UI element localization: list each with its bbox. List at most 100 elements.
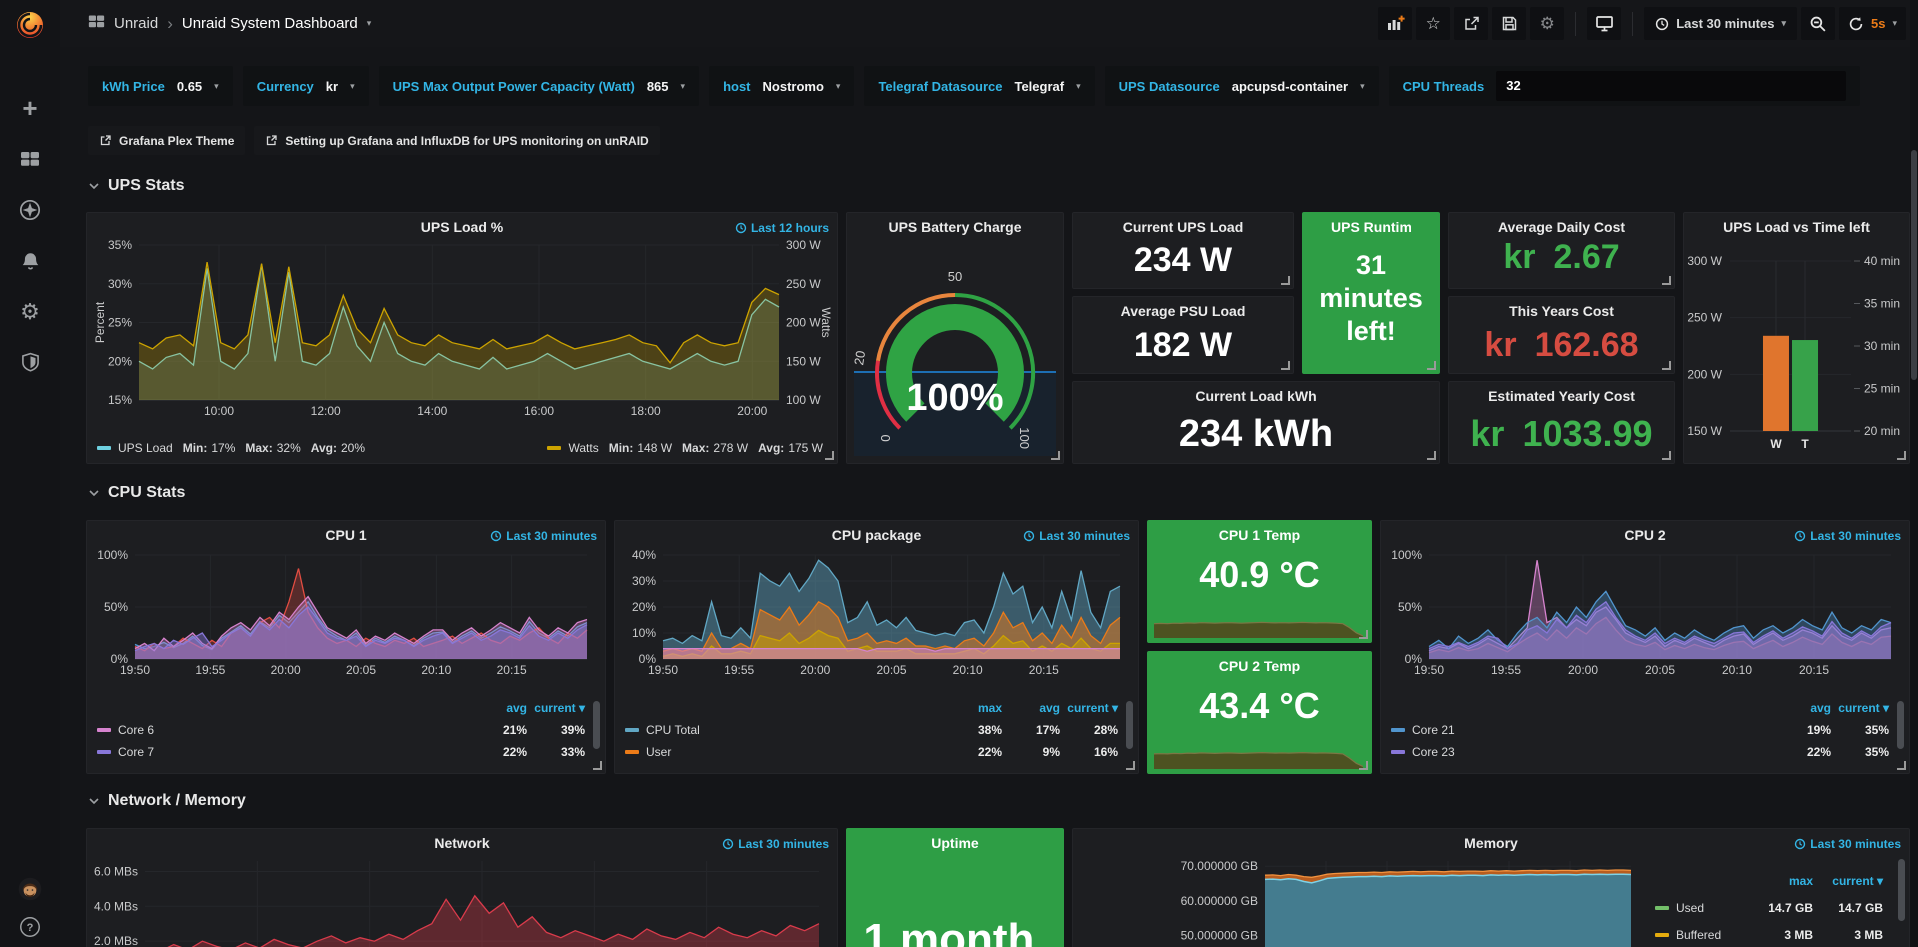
panel-resize-handle[interactable] — [1281, 276, 1290, 285]
memory-chart[interactable]: 50.000000 GB60.000000 GB70.000000 GB19:5… — [1079, 855, 1639, 947]
legend-column-header[interactable]: current ▾ — [1831, 701, 1889, 715]
legend-row[interactable]: Core 621%39% — [97, 719, 585, 741]
configuration-gear-icon[interactable]: ⚙ — [18, 300, 42, 324]
legend-column-header[interactable]: current ▾ — [1060, 701, 1118, 715]
legend-row[interactable]: User22%9%16% — [625, 741, 1118, 763]
panel-resize-handle[interactable] — [1662, 276, 1671, 285]
share-button[interactable] — [1454, 7, 1488, 40]
legend-row[interactable]: Core 722%33% — [97, 741, 585, 763]
panel-title[interactable]: CPU 2 Temp — [1176, 658, 1343, 674]
variable-ups-max-output-power-capacity-watt[interactable]: UPS Max Output Power Capacity (Watt)865▾ — [379, 66, 699, 106]
network-chart[interactable]: 2.0 MBs4.0 MBs6.0 MBs19:5019:5520:0020:0… — [93, 855, 831, 947]
panel-time-range[interactable]: Last 30 minutes — [1794, 529, 1901, 543]
server-admin-shield-icon[interactable] — [18, 351, 42, 375]
variable-cpu-threads[interactable]: CPU Threads32 — [1389, 66, 1861, 106]
panel-time-range[interactable]: Last 30 minutes — [1794, 837, 1901, 851]
create-icon[interactable]: + — [18, 96, 42, 120]
time-range-picker[interactable]: Last 30 minutes ▾ — [1644, 7, 1797, 40]
ups_load-plot[interactable]: 15%20%25%30%35%10:0012:0014:0016:0018:00… — [93, 239, 831, 431]
settings-gear-button[interactable]: ⚙ — [1530, 7, 1564, 40]
variable-currency[interactable]: Currencykr▾ — [243, 66, 369, 106]
panel-time-range[interactable]: Last 30 minutes — [490, 529, 597, 543]
panel-resize-handle[interactable] — [825, 451, 834, 460]
legend-column-header[interactable]: avg — [1002, 701, 1060, 715]
kiosk-mode-button[interactable] — [1587, 7, 1621, 40]
memory-plot[interactable]: 50.000000 GB60.000000 GB70.000000 GB19:5… — [1079, 855, 1639, 947]
variable-telegraf-datasource[interactable]: Telegraf DatasourceTelegraf▾ — [864, 66, 1094, 106]
dashboard-grid-icon[interactable] — [88, 13, 105, 34]
section-network-memory[interactable]: Network / Memory — [88, 792, 246, 810]
legend-column-header[interactable]: max — [1743, 874, 1813, 888]
legend-scrollbar-thumb[interactable] — [1126, 701, 1133, 749]
page-scrollbar[interactable] — [1910, 0, 1918, 947]
legend-item[interactable]: WattsMin:148 WMax:278 WAvg:175 W — [547, 441, 823, 455]
legend-scrollbar-thumb[interactable] — [1897, 701, 1904, 749]
panel-title[interactable]: This Years Cost — [1477, 303, 1646, 319]
section-cpu-stats[interactable]: CPU Stats — [88, 484, 185, 502]
cpu_pkg-plot[interactable]: 0%10%20%30%40%19:5019:5520:0020:0520:102… — [621, 547, 1132, 687]
network-plot[interactable]: 2.0 MBs4.0 MBs6.0 MBs19:5019:5520:0020:0… — [93, 855, 831, 947]
user-avatar[interactable] — [18, 877, 42, 901]
panel-title[interactable]: Average PSU Load — [1101, 303, 1265, 319]
legend-scrollbar-thumb[interactable] — [1898, 859, 1905, 921]
ups-battery-gauge[interactable]: 02050100 — [847, 233, 1063, 461]
panel-resize-handle[interactable] — [1051, 451, 1060, 460]
panel-title[interactable]: Uptime — [875, 835, 1035, 851]
legend-row[interactable]: Buffered3 MB3 MB — [1655, 921, 1883, 947]
panel-resize-handle[interactable] — [1662, 361, 1671, 370]
panel-resize-handle[interactable] — [1897, 451, 1906, 460]
panel-title[interactable]: UPS Battery Charge — [875, 219, 1035, 235]
panel-title[interactable]: CPU 1 Temp — [1176, 527, 1343, 543]
panel-resize-handle[interactable] — [1427, 451, 1436, 460]
cpu_pkg-chart[interactable]: 0%10%20%30%40%19:5019:5520:0020:0520:102… — [621, 547, 1132, 687]
panel-resize-handle[interactable] — [1359, 761, 1368, 770]
grafana-logo-icon[interactable] — [12, 6, 48, 47]
alerting-bell-icon[interactable] — [18, 249, 42, 273]
legend-column-header[interactable]: max — [944, 701, 1002, 715]
dashboard-link[interactable]: Grafana Plex Theme — [88, 126, 245, 155]
ups_load-chart[interactable]: 15%20%25%30%35%10:0012:0014:0016:0018:00… — [93, 239, 831, 431]
panel-resize-handle[interactable] — [1427, 361, 1436, 370]
panel-title[interactable]: UPS Load % — [115, 219, 809, 235]
legend-scrollbar-thumb[interactable] — [593, 701, 600, 749]
ups-load-vs-time-chart[interactable]: 150 W200 W250 W300 W20 min25 min30 min35… — [1684, 213, 1909, 463]
legend-row[interactable]: Core 2322%35% — [1391, 741, 1889, 763]
panel-resize-handle[interactable] — [1126, 761, 1135, 770]
panel-resize-handle[interactable] — [1662, 451, 1671, 460]
zoom-out-button[interactable] — [1801, 7, 1835, 40]
variable-ups-datasource[interactable]: UPS Datasourceapcupsd-container▾ — [1105, 66, 1379, 106]
legend-row[interactable]: Used14.7 GB14.7 GB — [1655, 894, 1883, 921]
panel-time-range[interactable]: Last 12 hours — [735, 221, 829, 235]
variable-input[interactable]: 32 — [1496, 71, 1846, 101]
variable-host[interactable]: hostNostromo▾ — [709, 66, 854, 106]
panel-title[interactable]: Network — [115, 835, 809, 851]
legend-row[interactable]: CPU Total38%17%28% — [625, 719, 1118, 741]
dashboard-link[interactable]: Setting up Grafana and InfluxDB for UPS … — [254, 126, 659, 155]
chevron-down-icon[interactable]: ▾ — [367, 18, 372, 29]
cpu2-plot[interactable]: 0%50%100%19:5019:5520:0020:0520:1020:15 — [1387, 547, 1903, 687]
cpu1-plot[interactable]: 0%50%100%19:5019:5520:0020:0520:1020:15 — [93, 547, 599, 687]
panel-title[interactable]: Average Daily Cost — [1477, 219, 1646, 235]
star-button[interactable]: ☆ — [1416, 7, 1450, 40]
variable-kwh-price[interactable]: kWh Price0.65▾ — [88, 66, 233, 106]
add-panel-button[interactable] — [1378, 7, 1412, 40]
cpu2-chart[interactable]: 0%50%100%19:5019:5520:0020:0520:1020:15 — [1387, 547, 1903, 687]
breadcrumb-section[interactable]: Unraid — [114, 15, 158, 32]
panel-title[interactable]: Current UPS Load — [1101, 219, 1265, 235]
panel-resize-handle[interactable] — [593, 761, 602, 770]
dashboards-icon[interactable] — [18, 147, 42, 171]
panel-time-range[interactable]: Last 30 minutes — [1023, 529, 1130, 543]
panel-title[interactable]: UPS Runtime — [1331, 219, 1411, 235]
explore-compass-icon[interactable] — [18, 198, 42, 222]
legend-row[interactable]: Core 2119%35% — [1391, 719, 1889, 741]
panel-time-range[interactable]: Last 30 minutes — [722, 837, 829, 851]
legend-column-header[interactable]: current ▾ — [1813, 874, 1883, 888]
cpu1-chart[interactable]: 0%50%100%19:5019:5520:0020:0520:1020:15 — [93, 547, 599, 687]
legend-column-header[interactable]: current ▾ — [527, 701, 585, 715]
refresh-button[interactable]: 5s ▾ — [1839, 7, 1906, 40]
page-scrollbar-thumb[interactable] — [1911, 150, 1917, 380]
panel-title[interactable]: UPS Load vs Time left — [1712, 219, 1881, 235]
breadcrumb-page-title[interactable]: Unraid System Dashboard — [182, 15, 358, 32]
panel-title[interactable]: Estimated Yearly Cost — [1477, 388, 1646, 404]
panel-resize-handle[interactable] — [1897, 761, 1906, 770]
